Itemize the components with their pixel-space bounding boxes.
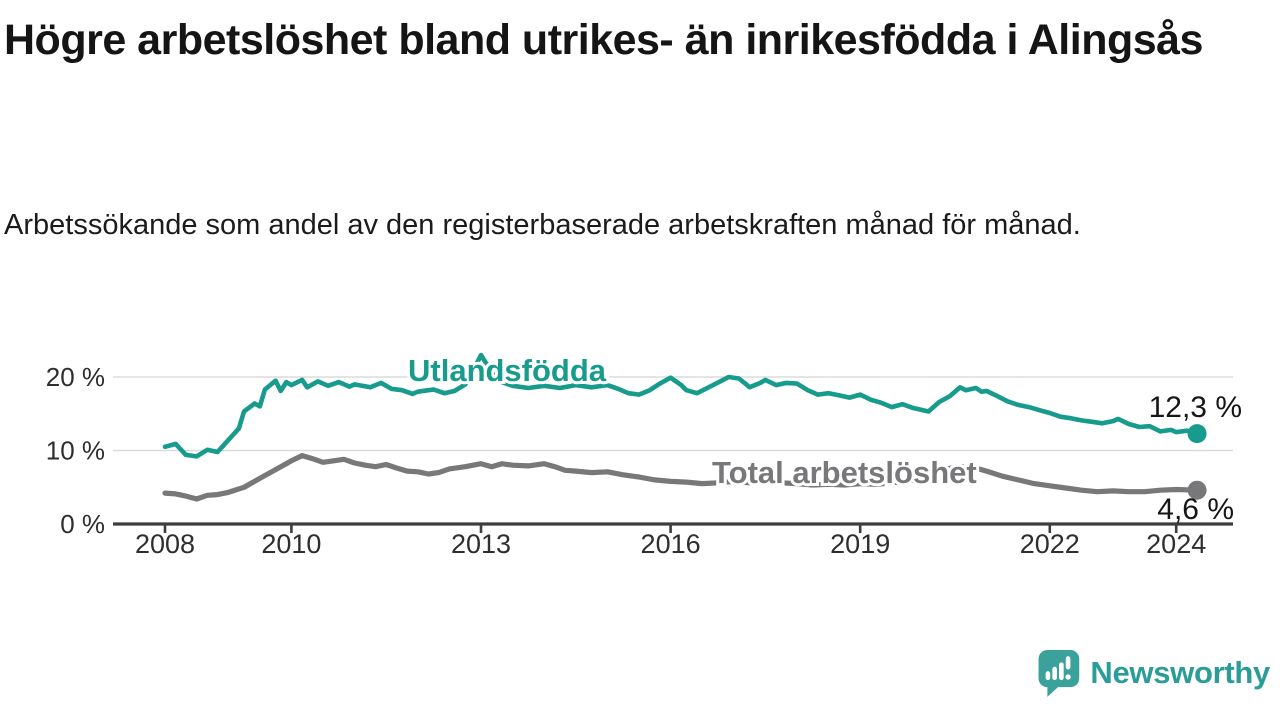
x-tick-label: 2010 bbox=[261, 529, 321, 559]
y-tick-label: 10 % bbox=[46, 436, 105, 466]
speech-bubble-shape bbox=[1038, 650, 1080, 697]
x-tick-label: 2016 bbox=[641, 529, 701, 559]
x-tick-label: 2013 bbox=[451, 529, 511, 559]
y-tick-label: 0 % bbox=[60, 509, 105, 539]
exclamation-dot bbox=[1065, 674, 1072, 680]
series-line-total-arbetsloshet bbox=[162, 453, 1200, 502]
newsworthy-wordmark: Newsworthy bbox=[1090, 655, 1270, 690]
bar-medium bbox=[1052, 666, 1058, 681]
chart-subtitle: Arbetssökande som andel av den registerb… bbox=[4, 209, 1081, 241]
x-tick-label: 2008 bbox=[135, 529, 195, 559]
x-tick-label: 2022 bbox=[1020, 529, 1080, 559]
series-end-dot-utlandsfodda bbox=[1187, 424, 1207, 444]
series-label-total-arbetsloshet: Total arbetslöshet bbox=[712, 455, 977, 490]
chart-title: Högre arbetslöshet bland utrikes- än inr… bbox=[4, 16, 1203, 64]
value-label-utlandsfodda: 12,3 % bbox=[1149, 391, 1242, 424]
x-tick-label: 2019 bbox=[830, 529, 890, 559]
series-line-utlandsfodda bbox=[162, 352, 1200, 459]
bar-small bbox=[1046, 671, 1051, 681]
exclamation-bar bbox=[1066, 656, 1071, 670]
series-label-utlandsfodda: Utlandsfödda bbox=[408, 353, 607, 388]
newsworthy-logo: Newsworthy bbox=[1035, 648, 1270, 698]
bar-large bbox=[1059, 662, 1065, 681]
x-tick-label: 2024 bbox=[1146, 529, 1206, 559]
y-tick-label: 20 % bbox=[46, 362, 105, 392]
newsworthy-chart-bubble-icon bbox=[1038, 650, 1080, 697]
value-label-total-arbetsloshet: 4,6 % bbox=[1157, 493, 1234, 526]
series-end-dot-total-arbetsloshet bbox=[1187, 480, 1207, 500]
